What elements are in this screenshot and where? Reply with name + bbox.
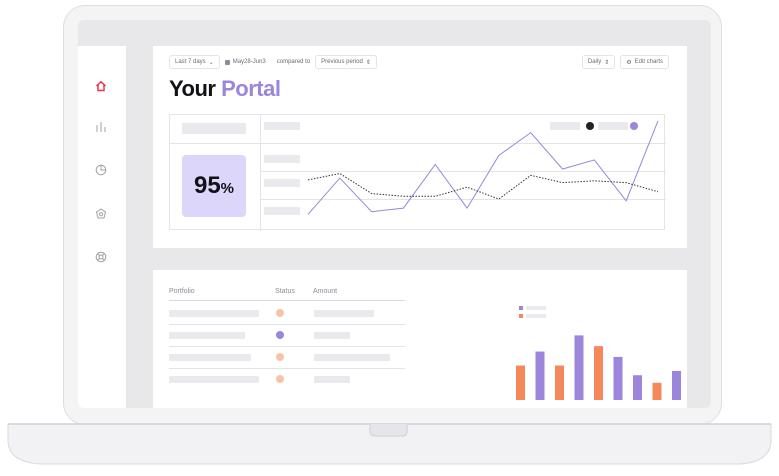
comparison-dropdown[interactable]: Previous period ⇕ (315, 55, 377, 69)
date-picker[interactable]: May28-Jun3 (224, 59, 266, 65)
divider (260, 171, 666, 172)
status-dot (276, 331, 284, 339)
edit-charts-button[interactable]: ⚙ Edit charts (620, 55, 669, 69)
interval-dropdown[interactable]: Daily ⇕ (581, 55, 616, 69)
settings-icon[interactable] (93, 206, 109, 222)
placeholder-bar (264, 179, 300, 187)
pie-chart-icon[interactable] (93, 162, 109, 178)
legend-swatch (519, 314, 523, 318)
table-row[interactable] (169, 309, 405, 332)
range-dropdown[interactable]: Last 7 days ⌄ (169, 55, 220, 69)
range-label: Last 7 days (175, 59, 206, 65)
support-icon[interactable] (93, 249, 109, 265)
sidebar (78, 46, 126, 408)
bar-chart (516, 306, 681, 400)
bar-5 (594, 346, 603, 400)
row-amount-placeholder (314, 310, 374, 317)
status-dot (276, 375, 284, 383)
header-divider (169, 300, 405, 301)
placeholder-bar (264, 155, 300, 163)
legend-placeholder (526, 306, 546, 310)
metric-tile: 95 % (182, 155, 246, 217)
portfolio-card: Portfolio Status Amount (153, 270, 687, 408)
divider (170, 143, 666, 144)
divider (260, 199, 666, 200)
screen: Last 7 days ⌄ May28-Jun3 compared to Pre… (78, 20, 711, 408)
interval-label: Daily (587, 59, 602, 65)
date-range-label: May28-Jun3 (232, 59, 266, 65)
line-series-1 (307, 173, 659, 200)
bar-7 (633, 375, 642, 400)
home-icon[interactable] (93, 78, 109, 94)
line-series-0 (307, 120, 659, 215)
row-amount-placeholder (314, 376, 350, 383)
date-toolbar: Last 7 days ⌄ May28-Jun3 compared to Pre… (169, 55, 377, 69)
metric-value: 95 (193, 172, 221, 199)
bar-8 (652, 382, 662, 400)
overview-card: Last 7 days ⌄ May28-Jun3 compared to Pre… (153, 46, 687, 248)
title-part1: Your (169, 76, 216, 101)
bar-4 (574, 335, 584, 400)
stats-panel: 95 % (169, 114, 666, 231)
page-title: Your Portal (169, 76, 281, 102)
row-name-placeholder (169, 310, 259, 317)
table-row[interactable] (169, 353, 405, 376)
legend-placeholder (598, 122, 628, 130)
status-dot (276, 353, 284, 361)
column-header-amount: Amount (313, 288, 338, 295)
bar-2 (535, 351, 545, 400)
legend-placeholder (550, 122, 580, 130)
legend-placeholder (526, 314, 546, 318)
divider (260, 115, 261, 231)
table-row[interactable] (169, 331, 405, 354)
row-amount-placeholder (314, 332, 350, 339)
gear-icon: ⚙ (626, 59, 632, 66)
bar-9 (672, 370, 681, 400)
placeholder-bar (182, 123, 246, 134)
row-name-placeholder (169, 376, 259, 383)
legend-dot-purple (630, 122, 638, 130)
calendar-icon (224, 59, 230, 65)
chevron-down-icon: ⌄ (208, 59, 214, 66)
column-header-portfolio: Portfolio (169, 288, 195, 295)
chevron-updown-icon: ⇕ (365, 59, 371, 66)
legend-dot-dark (586, 122, 594, 130)
bar-6 (613, 356, 623, 400)
metric-unit: % (220, 179, 235, 197)
legend-swatch (519, 306, 523, 310)
bar-chart-icon[interactable] (93, 119, 109, 135)
edit-charts-label: Edit charts (634, 59, 663, 65)
title-part2: Portal (221, 76, 281, 101)
comparison-label: Previous period (321, 59, 363, 65)
column-header-status: Status (275, 288, 295, 295)
chart-toolbar: Daily ⇕ ⚙ Edit charts (581, 55, 669, 69)
row-name-placeholder (169, 354, 251, 361)
row-name-placeholder (169, 332, 245, 339)
bar-3 (555, 365, 564, 400)
row-amount-placeholder (314, 354, 390, 361)
compared-to-label: compared to (276, 59, 311, 65)
line-chart (307, 120, 659, 215)
row-divider (169, 324, 405, 325)
row-divider (169, 368, 405, 369)
table-row[interactable] (169, 375, 405, 398)
placeholder-bar (264, 207, 300, 215)
chevron-updown-icon: ⇕ (604, 59, 610, 66)
placeholder-bar (264, 122, 300, 130)
row-divider (169, 346, 405, 347)
status-dot (276, 309, 284, 317)
bar-1 (516, 365, 525, 400)
